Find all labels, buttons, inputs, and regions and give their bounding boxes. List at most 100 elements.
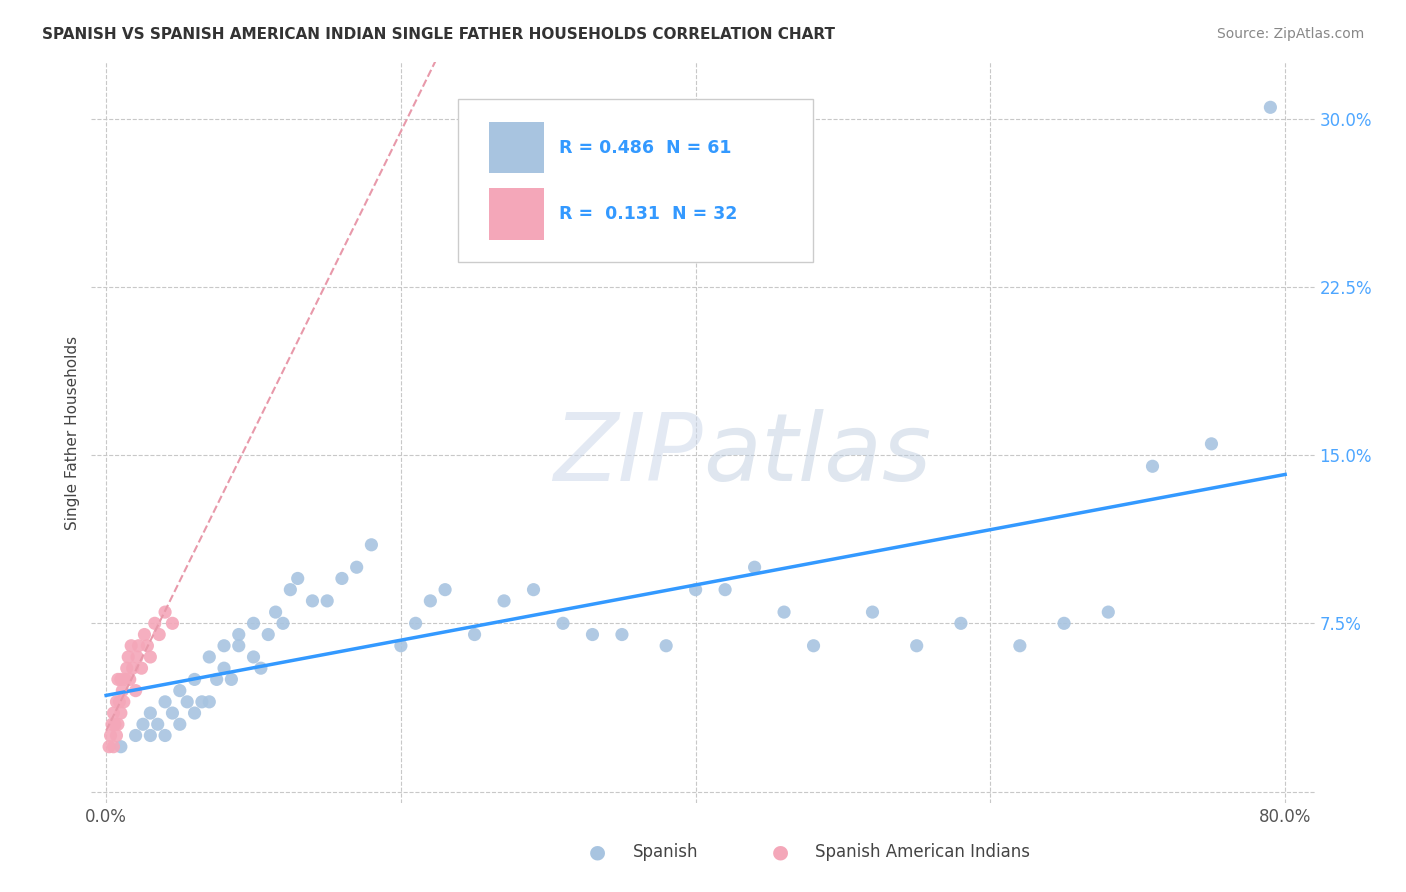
Point bbox=[242, 616, 264, 631]
Point bbox=[162, 706, 184, 720]
Point bbox=[228, 639, 250, 653]
Point bbox=[205, 673, 228, 687]
Point bbox=[143, 616, 166, 631]
FancyBboxPatch shape bbox=[489, 188, 544, 240]
Point bbox=[107, 717, 129, 731]
Text: ZIP: ZIP bbox=[554, 409, 703, 500]
Text: SPANISH VS SPANISH AMERICAN INDIAN SINGLE FATHER HOUSEHOLDS CORRELATION CHART: SPANISH VS SPANISH AMERICAN INDIAN SINGL… bbox=[42, 27, 835, 42]
Point bbox=[1142, 459, 1164, 474]
Point bbox=[389, 639, 412, 653]
Point bbox=[212, 639, 235, 653]
Point bbox=[655, 639, 678, 653]
Point bbox=[264, 605, 287, 619]
Point bbox=[139, 650, 162, 665]
Text: ●: ● bbox=[589, 842, 606, 862]
Point bbox=[104, 717, 127, 731]
Point bbox=[551, 616, 574, 631]
Point bbox=[103, 739, 125, 754]
Point bbox=[101, 717, 124, 731]
Point bbox=[110, 706, 132, 720]
Text: R =  0.131  N = 32: R = 0.131 N = 32 bbox=[558, 205, 737, 223]
Point bbox=[112, 695, 135, 709]
Point bbox=[1097, 605, 1119, 619]
Point bbox=[103, 706, 125, 720]
Point bbox=[714, 582, 737, 597]
Point bbox=[124, 729, 146, 743]
Point bbox=[125, 650, 148, 665]
Point bbox=[198, 650, 221, 665]
Point bbox=[134, 627, 156, 641]
Point bbox=[191, 695, 214, 709]
Point bbox=[118, 673, 141, 687]
FancyBboxPatch shape bbox=[489, 121, 544, 173]
Point bbox=[107, 673, 129, 687]
Point bbox=[257, 627, 280, 641]
Point bbox=[242, 650, 264, 665]
Point bbox=[105, 695, 128, 709]
Point bbox=[610, 627, 633, 641]
Y-axis label: Single Father Households: Single Father Households bbox=[65, 335, 80, 530]
Point bbox=[148, 627, 170, 641]
Point bbox=[105, 729, 128, 743]
Point bbox=[212, 661, 235, 675]
Point bbox=[111, 683, 134, 698]
Point bbox=[128, 639, 150, 653]
Point bbox=[685, 582, 707, 597]
Point bbox=[250, 661, 273, 675]
Point bbox=[1201, 437, 1223, 451]
Point bbox=[169, 717, 191, 731]
Point bbox=[287, 571, 309, 585]
Point bbox=[198, 695, 221, 709]
Point bbox=[803, 639, 825, 653]
Point bbox=[176, 695, 198, 709]
Point bbox=[124, 683, 146, 698]
Text: Spanish American Indians: Spanish American Indians bbox=[815, 843, 1031, 861]
Point bbox=[419, 594, 441, 608]
Point bbox=[862, 605, 884, 619]
Point bbox=[183, 673, 205, 687]
Point bbox=[108, 695, 131, 709]
Point bbox=[271, 616, 294, 631]
Text: Source: ZipAtlas.com: Source: ZipAtlas.com bbox=[1216, 27, 1364, 41]
Point bbox=[492, 594, 515, 608]
Point bbox=[744, 560, 766, 574]
Point bbox=[228, 627, 250, 641]
Point bbox=[1008, 639, 1031, 653]
Text: ●: ● bbox=[772, 842, 789, 862]
Point bbox=[464, 627, 486, 641]
Point bbox=[110, 673, 132, 687]
Point bbox=[115, 661, 138, 675]
Point bbox=[1260, 100, 1282, 114]
Point bbox=[120, 639, 142, 653]
Point bbox=[153, 695, 176, 709]
Point bbox=[153, 605, 176, 619]
Point bbox=[110, 739, 132, 754]
Point bbox=[301, 594, 323, 608]
Point bbox=[221, 673, 243, 687]
Point bbox=[117, 650, 139, 665]
Point bbox=[162, 616, 184, 631]
Point bbox=[330, 571, 353, 585]
Text: atlas: atlas bbox=[703, 409, 931, 500]
Point bbox=[360, 538, 382, 552]
Point bbox=[280, 582, 302, 597]
Point bbox=[316, 594, 339, 608]
Point bbox=[114, 673, 136, 687]
FancyBboxPatch shape bbox=[458, 99, 813, 262]
Point bbox=[773, 605, 796, 619]
Point bbox=[905, 639, 928, 653]
Point bbox=[98, 739, 121, 754]
Point bbox=[146, 717, 169, 731]
Point bbox=[136, 639, 159, 653]
Point bbox=[434, 582, 457, 597]
Point bbox=[346, 560, 368, 574]
Point bbox=[153, 729, 176, 743]
Point bbox=[581, 627, 603, 641]
Point bbox=[100, 729, 122, 743]
Point bbox=[132, 717, 155, 731]
Point bbox=[1053, 616, 1076, 631]
Point bbox=[522, 582, 544, 597]
Point bbox=[169, 683, 191, 698]
Point bbox=[131, 661, 153, 675]
Point bbox=[121, 661, 143, 675]
